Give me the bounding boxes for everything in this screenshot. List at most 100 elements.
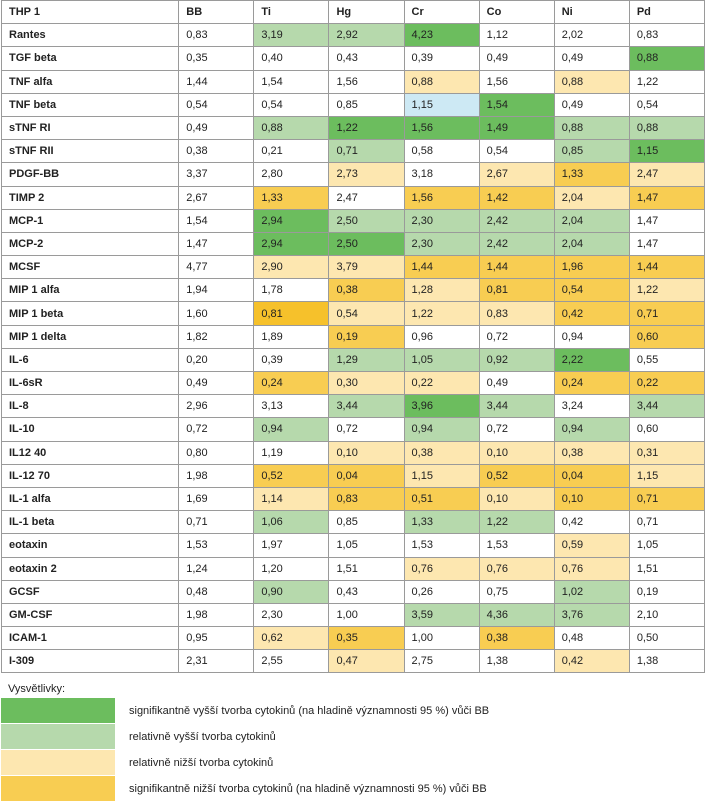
table-row: MCP-2 1,47 2,94 2,50 2,30 2,42 2,04 1,47 xyxy=(0,231,706,257)
table-row: sTNF RII 0,38 0,21 0,71 0,58 0,54 0,85 1,15 xyxy=(0,139,706,164)
row-label: MCP-2 xyxy=(0,231,180,257)
table-cell: 3,44 xyxy=(628,394,706,419)
table-cell: 1,29 xyxy=(328,347,405,373)
table-cell: 0,48 xyxy=(178,579,255,604)
row-label: ICAM-1 xyxy=(0,626,180,651)
row-label: Rantes xyxy=(0,23,180,48)
header-cell-pd: Pd xyxy=(628,0,706,25)
table-cell: 0,94 xyxy=(553,417,630,442)
row-label: MIP 1 beta xyxy=(0,301,180,326)
legend-text: signifikantně nižší tvorba cytokinů (na … xyxy=(129,782,487,795)
table-cell: 0,49 xyxy=(478,370,555,396)
legend-swatch xyxy=(1,724,115,750)
table-cell: 3,24 xyxy=(553,394,630,419)
table-cell: 0,83 xyxy=(328,486,405,512)
table-cell: 2,10 xyxy=(628,602,706,628)
table-cell: 0,71 xyxy=(178,510,255,535)
header-cell-ni: Ni xyxy=(553,0,630,25)
table-cell: 1,22 xyxy=(628,278,706,303)
table-cell: 0,94 xyxy=(553,324,630,349)
table-row: IL-1 beta 0,71 1,06 0,85 1,33 1,22 0,42 0,71 xyxy=(0,510,706,535)
table-cell: 0,58 xyxy=(403,139,480,164)
table-cell: 1,89 xyxy=(253,324,330,349)
table-cell: 1,33 xyxy=(403,510,480,535)
table-cell: 0,49 xyxy=(553,92,630,117)
table-row: ICAM-1 0,95 0,62 0,35 1,00 0,38 0,48 0,50 xyxy=(0,626,706,651)
table-cell: 1,97 xyxy=(253,533,330,558)
table-cell: 0,24 xyxy=(253,370,330,396)
table-cell: 0,42 xyxy=(553,510,630,535)
table-row: IL-8 2,96 3,13 3,44 3,96 3,44 3,24 3,44 xyxy=(0,394,706,419)
table-cell: 0,72 xyxy=(478,417,555,442)
row-label: IL-12 70 xyxy=(0,463,180,488)
legend-item-sig-high: signifikantně vyšší tvorba cytokinů (na … xyxy=(1,697,705,724)
table-cell: 1,15 xyxy=(628,463,706,488)
table-cell: 0,26 xyxy=(403,579,480,604)
table-cell: 1,28 xyxy=(403,278,480,303)
table-row: eotaxin 1,53 1,97 1,05 1,53 1,53 0,59 1,05 xyxy=(0,533,706,558)
table-cell: 2,50 xyxy=(328,208,405,233)
table-row: PDGF-BB 3,37 2,80 2,73 3,18 2,67 1,33 2,47 xyxy=(0,162,706,187)
table-cell: 1,38 xyxy=(478,649,555,674)
table-cell: 0,94 xyxy=(253,417,330,442)
table-cell: 2,47 xyxy=(628,162,706,187)
table-cell: 2,90 xyxy=(253,255,330,280)
table-cell: 0,75 xyxy=(478,579,555,604)
row-label: IL-8 xyxy=(0,394,180,419)
table-cell: 2,67 xyxy=(178,185,255,210)
table-row: sTNF RI 0,49 0,88 1,22 1,56 1,49 0,88 0,88 xyxy=(0,115,706,141)
row-label: IL-10 xyxy=(0,417,180,442)
table-row: TIMP 2 2,67 1,33 2,47 1,56 1,42 2,04 1,47 xyxy=(0,185,706,210)
table-cell: 0,85 xyxy=(328,92,405,117)
table-cell: 1,44 xyxy=(403,255,480,280)
table-cell: 0,35 xyxy=(178,46,255,71)
row-label: IL-1 alfa xyxy=(0,486,180,512)
table-cell: 4,23 xyxy=(403,23,480,48)
legend-title: Vysvětlivky: xyxy=(8,683,66,696)
table-cell: 2,55 xyxy=(253,649,330,674)
cytokine-table: THP 1 BB Ti Hg Cr Co Ni Pd Rantes 0,83 3,1… xyxy=(0,0,706,674)
table-cell: 0,10 xyxy=(478,486,555,512)
header-cell-row-label: THP 1 xyxy=(0,0,180,25)
table-cell: 1,54 xyxy=(253,69,330,94)
row-label: TNF beta xyxy=(0,92,180,117)
table-cell: 0,42 xyxy=(553,649,630,674)
table-cell: 0,83 xyxy=(178,23,255,48)
table-cell: 1,94 xyxy=(178,278,255,303)
table-cell: 0,38 xyxy=(328,278,405,303)
table-cell: 1,00 xyxy=(403,626,480,651)
table-cell: 1,33 xyxy=(553,162,630,187)
legend-swatch xyxy=(1,698,115,724)
table-cell: 1,22 xyxy=(328,115,405,141)
header-cell-cr: Cr xyxy=(403,0,480,25)
table-cell: 1,19 xyxy=(253,440,330,465)
table-cell: 1,51 xyxy=(628,556,706,581)
table-cell: 0,54 xyxy=(328,301,405,326)
table-cell: 2,42 xyxy=(478,231,555,257)
table-cell: 1,14 xyxy=(253,486,330,512)
legend: Vysvětlivky: signifikantně vyšší tvorba … xyxy=(1,681,705,801)
table-cell: 2,30 xyxy=(403,208,480,233)
table-cell: 0,40 xyxy=(253,46,330,71)
table-cell: 1,00 xyxy=(328,602,405,628)
table-cell: 0,81 xyxy=(478,278,555,303)
table-cell: 0,88 xyxy=(628,115,706,141)
table-cell: 0,30 xyxy=(328,370,405,396)
table-cell: 0,60 xyxy=(628,417,706,442)
row-label: TNF alfa xyxy=(0,69,180,94)
header-row: THP 1 BB Ti Hg Cr Co Ni Pd xyxy=(0,0,706,25)
table-cell: 0,10 xyxy=(478,440,555,465)
table-cell: 0,76 xyxy=(553,556,630,581)
table-cell: 3,13 xyxy=(253,394,330,419)
table-cell: 0,72 xyxy=(328,417,405,442)
table-cell: 0,19 xyxy=(628,579,706,604)
table-cell: 0,71 xyxy=(628,301,706,326)
table-cell: 1,56 xyxy=(328,69,405,94)
table-cell: 0,48 xyxy=(553,626,630,651)
table-cell: 1,44 xyxy=(478,255,555,280)
table-cell: 1,47 xyxy=(178,231,255,257)
table-cell: 0,88 xyxy=(253,115,330,141)
table-cell: 2,42 xyxy=(478,208,555,233)
table-row: GCSF 0,48 0,90 0,43 0,26 0,75 1,02 0,19 xyxy=(0,579,706,604)
table-cell: 1,44 xyxy=(628,255,706,280)
